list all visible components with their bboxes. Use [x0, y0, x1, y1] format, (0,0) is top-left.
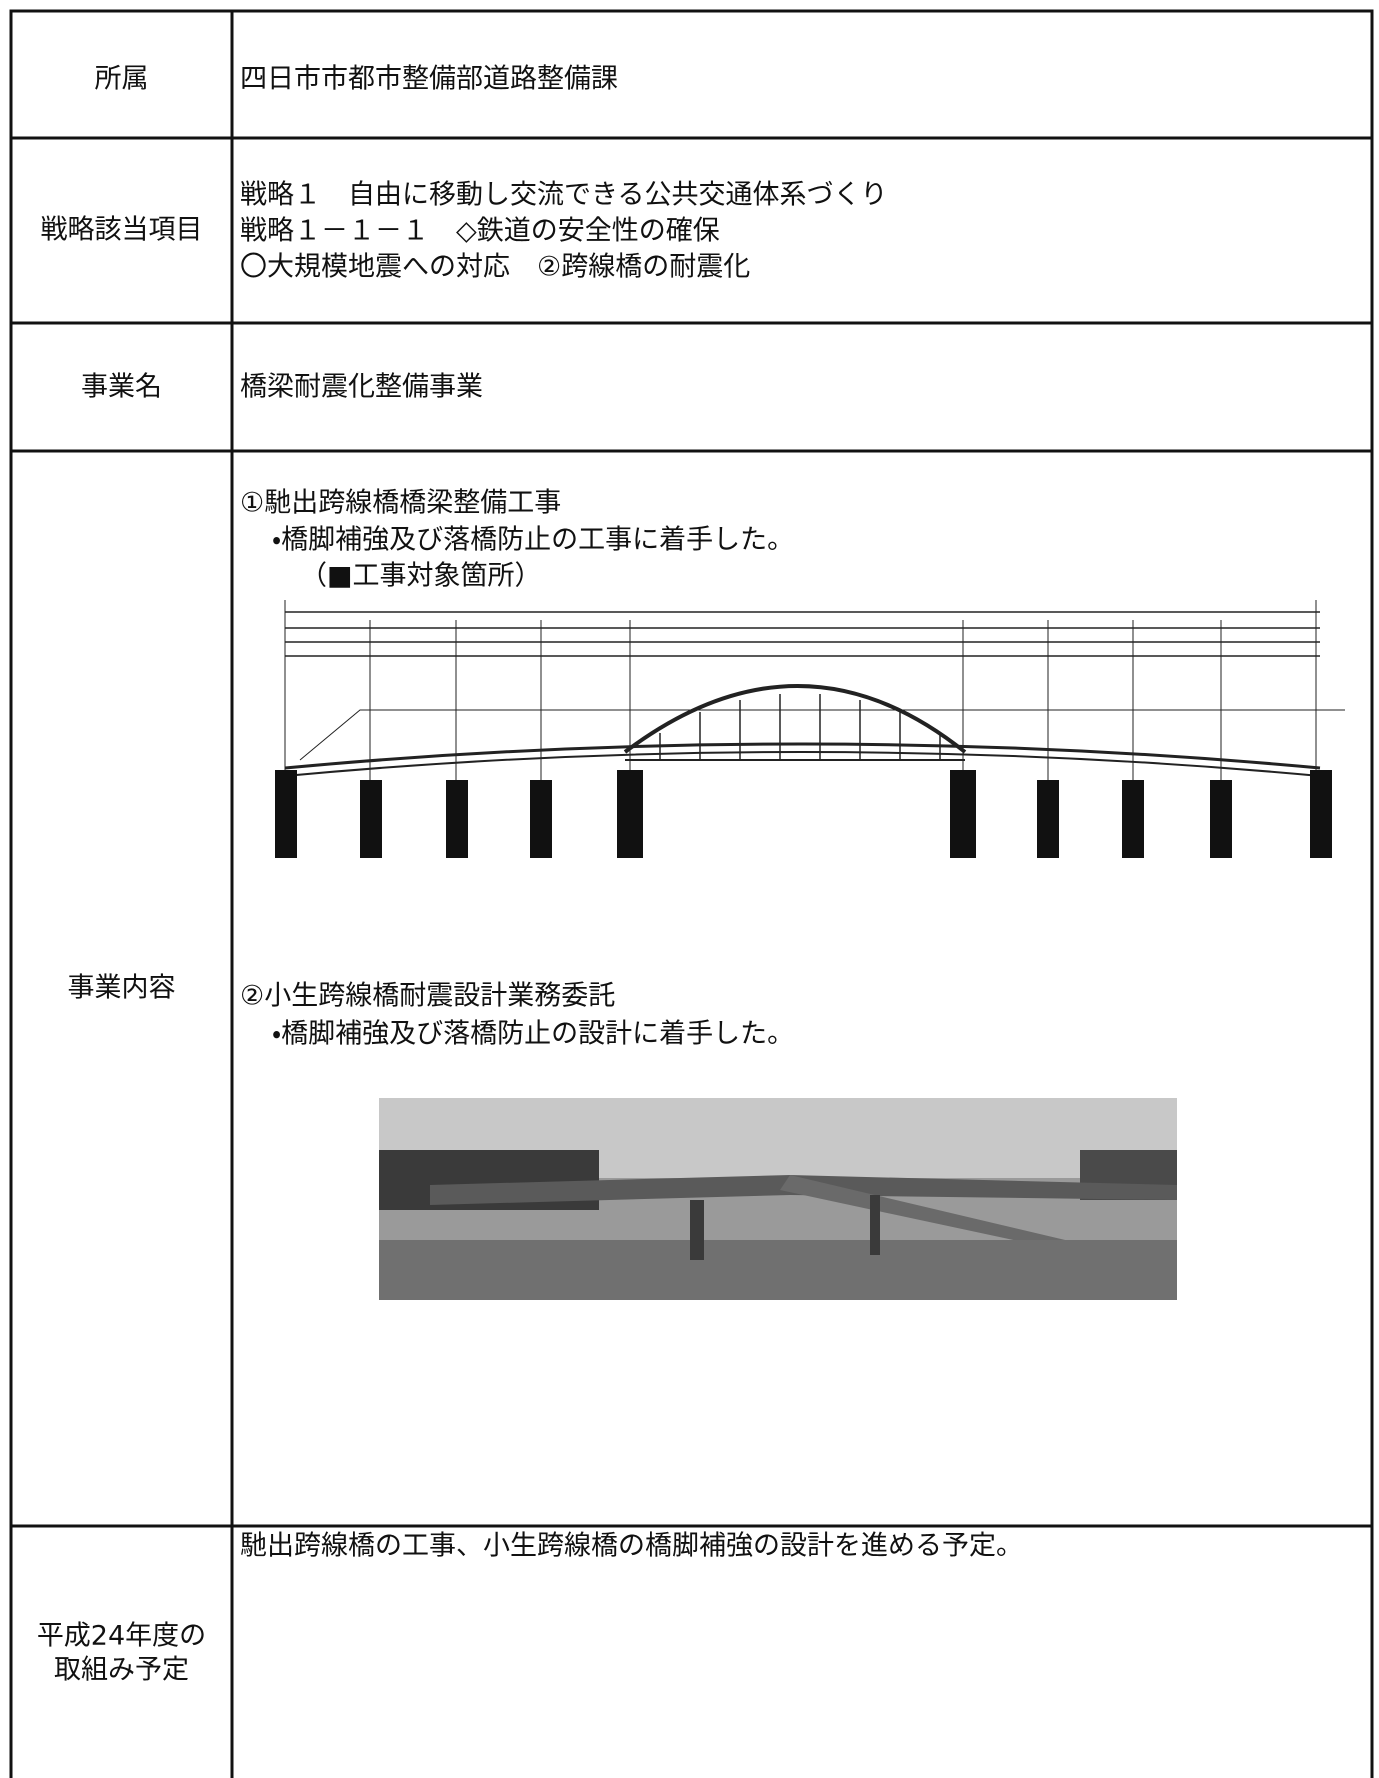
row-content: 戦略１ 自由に移動し交流できる公共交通体系づくり: [240, 179, 888, 211]
item-note: ・橋脚補強及び落橋防止の設計に着手した。: [272, 1018, 795, 1050]
row-label: 事業名: [81, 371, 162, 403]
item-title: ②小生跨線橋耐震設計業務委託: [240, 980, 616, 1012]
row-label: 所属: [94, 63, 149, 95]
row-label: 事業内容: [67, 972, 176, 1004]
bridge-photo: [379, 1098, 1177, 1300]
row-content: 橋梁耐震化整備事業: [240, 371, 483, 403]
row-content: 馳出跨線橋の工事、小生跨線橋の橋脚補強の設計を進める予定。: [240, 1530, 1023, 1562]
item-sub: （■工事対象箇所）: [300, 560, 542, 592]
item-note: ・橋脚補強及び落橋防止の工事に着手した。: [272, 524, 795, 556]
item-title: ①馳出跨線橋橋梁整備工事: [240, 487, 562, 519]
bridge-drawing: [275, 600, 1345, 858]
row-label: 戦略該当項目: [40, 214, 203, 246]
row-content: 〇大規模地震への対応 ②跨線橋の耐震化: [240, 251, 751, 283]
row-label: 取組み予定: [54, 1654, 189, 1686]
row-content: 戦略１－１－１ ◇鉄道の安全性の確保: [240, 215, 720, 247]
row-label: 平成24年度の: [36, 1620, 207, 1652]
row-content: 四日市市都市整備部道路整備課: [240, 63, 618, 95]
